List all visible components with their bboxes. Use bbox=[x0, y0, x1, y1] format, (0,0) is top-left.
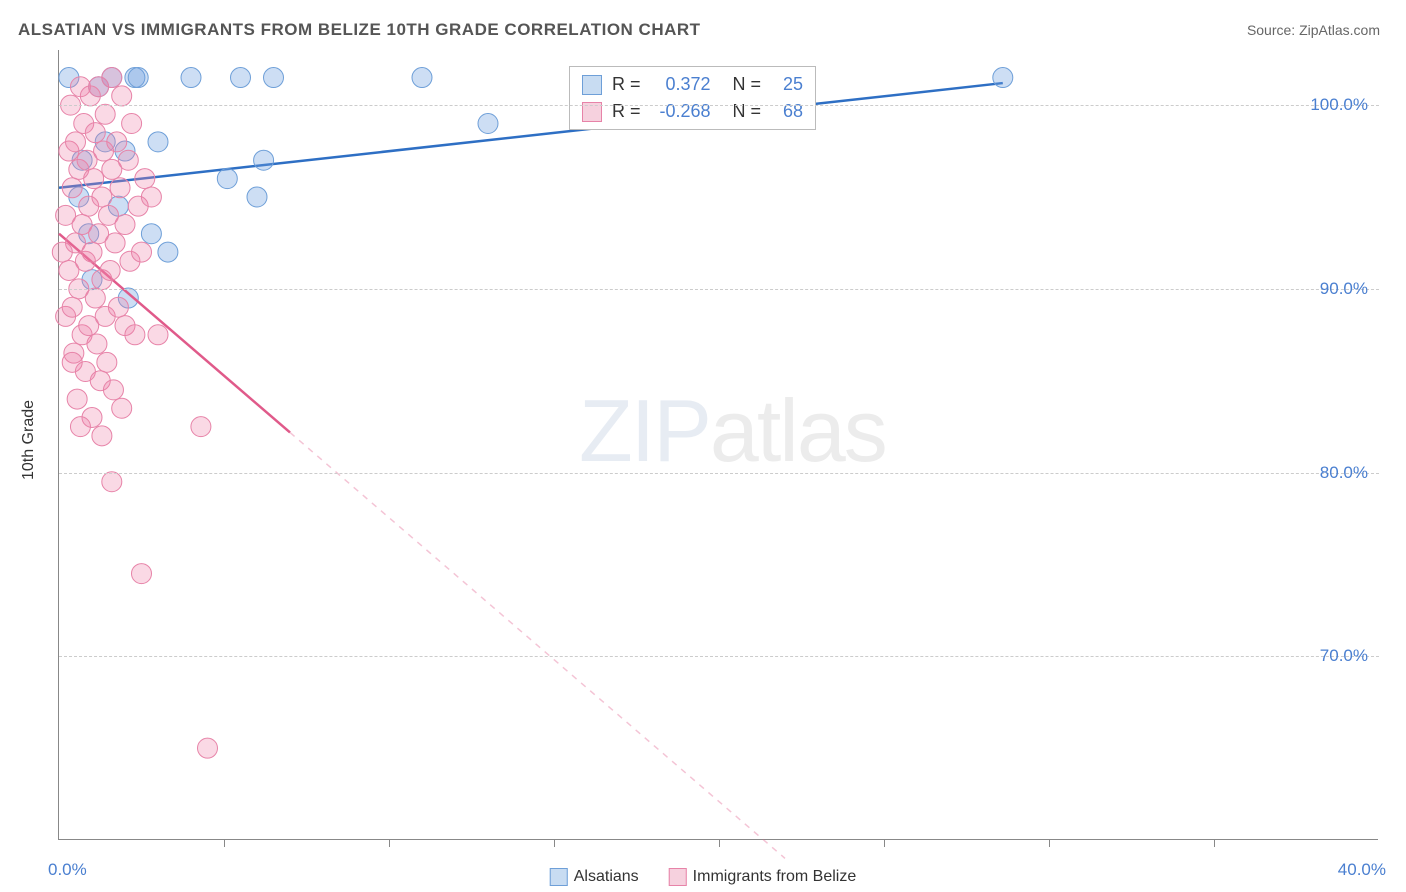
data-point bbox=[158, 242, 178, 262]
data-point bbox=[85, 288, 105, 308]
data-point bbox=[70, 417, 90, 437]
data-point bbox=[103, 380, 123, 400]
data-point bbox=[92, 187, 112, 207]
chart-svg bbox=[59, 50, 1379, 840]
grid-line bbox=[59, 105, 1379, 106]
x-tick bbox=[389, 839, 390, 847]
trend-line bbox=[59, 83, 1003, 188]
data-point bbox=[108, 297, 128, 317]
legend-swatch bbox=[550, 868, 568, 886]
data-point bbox=[141, 224, 161, 244]
data-point bbox=[62, 297, 82, 317]
stat-n-value: 68 bbox=[771, 98, 803, 125]
data-point bbox=[125, 325, 145, 345]
stat-n-label: N = bbox=[733, 98, 762, 125]
legend-item: Immigrants from Belize bbox=[669, 868, 857, 886]
data-point bbox=[191, 417, 211, 437]
data-point bbox=[148, 325, 168, 345]
data-point bbox=[132, 242, 152, 262]
grid-line bbox=[59, 473, 1379, 474]
plot-area: ZIPatlas R =0.372N =25R =-0.268N =68 70.… bbox=[58, 50, 1378, 840]
stats-row: R = 0.372 N = 25 bbox=[582, 71, 803, 98]
x-axis-min-label: 0.0% bbox=[48, 860, 87, 880]
x-axis-max-label: 40.0% bbox=[1338, 860, 1386, 880]
stat-r-value: -0.268 bbox=[651, 98, 711, 125]
stats-row: R = -0.268 N = 68 bbox=[582, 98, 803, 125]
data-point bbox=[110, 178, 130, 198]
data-point bbox=[62, 352, 82, 372]
stats-legend-box: R = 0.372 N = 25 R = -0.268 N = 68 bbox=[569, 66, 816, 130]
data-point bbox=[231, 68, 251, 88]
y-tick-label: 80.0% bbox=[1320, 463, 1368, 483]
data-point bbox=[141, 187, 161, 207]
data-point bbox=[122, 113, 142, 133]
stat-n-label: N = bbox=[733, 71, 762, 98]
data-point bbox=[264, 68, 284, 88]
data-point bbox=[115, 215, 135, 235]
data-point bbox=[85, 123, 105, 143]
x-tick bbox=[884, 839, 885, 847]
data-point bbox=[100, 260, 120, 280]
data-point bbox=[102, 68, 122, 88]
y-tick-label: 90.0% bbox=[1320, 279, 1368, 299]
trend-line-dashed bbox=[290, 432, 785, 858]
stat-n-value: 25 bbox=[771, 71, 803, 98]
y-tick-label: 70.0% bbox=[1320, 646, 1368, 666]
y-tick-label: 100.0% bbox=[1310, 95, 1368, 115]
grid-line bbox=[59, 656, 1379, 657]
data-point bbox=[84, 169, 104, 189]
data-point bbox=[95, 104, 115, 124]
x-tick bbox=[719, 839, 720, 847]
data-point bbox=[135, 169, 155, 189]
data-point bbox=[993, 68, 1013, 88]
data-point bbox=[105, 233, 125, 253]
grid-line bbox=[59, 289, 1379, 290]
source-attribution: Source: ZipAtlas.com bbox=[1247, 22, 1380, 38]
stats-swatch bbox=[582, 75, 602, 95]
x-tick bbox=[224, 839, 225, 847]
stat-r-label: R = bbox=[612, 98, 641, 125]
data-point bbox=[82, 242, 102, 262]
data-point bbox=[97, 352, 117, 372]
data-point bbox=[102, 472, 122, 492]
stat-r-value: 0.372 bbox=[651, 71, 711, 98]
data-point bbox=[67, 389, 87, 409]
y-axis-title: 10th Grade bbox=[20, 400, 38, 480]
data-point bbox=[478, 113, 498, 133]
legend-swatch bbox=[669, 868, 687, 886]
legend-label: Immigrants from Belize bbox=[693, 868, 857, 885]
x-tick bbox=[554, 839, 555, 847]
data-point bbox=[112, 398, 132, 418]
chart-title: ALSATIAN VS IMMIGRANTS FROM BELIZE 10TH … bbox=[18, 20, 701, 40]
legend-bottom: Alsatians Immigrants from Belize bbox=[550, 868, 857, 886]
data-point bbox=[62, 178, 82, 198]
data-point bbox=[181, 68, 201, 88]
legend-label: Alsatians bbox=[574, 868, 639, 885]
data-point bbox=[107, 132, 127, 152]
data-point bbox=[247, 187, 267, 207]
data-point bbox=[87, 334, 107, 354]
legend-item: Alsatians bbox=[550, 868, 639, 886]
x-tick bbox=[1214, 839, 1215, 847]
data-point bbox=[128, 68, 148, 88]
data-point bbox=[412, 68, 432, 88]
data-point bbox=[92, 426, 112, 446]
stat-r-label: R = bbox=[612, 71, 641, 98]
data-point bbox=[254, 150, 274, 170]
data-point bbox=[118, 150, 138, 170]
data-point bbox=[112, 86, 132, 106]
data-point bbox=[217, 169, 237, 189]
data-point bbox=[148, 132, 168, 152]
x-tick bbox=[1049, 839, 1050, 847]
data-point bbox=[66, 132, 86, 152]
data-point bbox=[132, 564, 152, 584]
data-point bbox=[198, 738, 218, 758]
